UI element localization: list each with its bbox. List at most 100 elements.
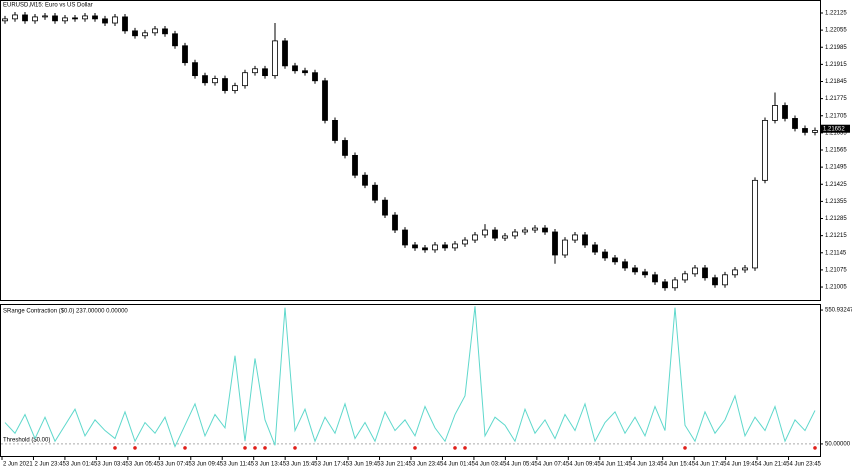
x-tick-label: 3 Jun 05:45 <box>129 462 161 468</box>
candle-body <box>812 130 818 133</box>
y-tick-label: 1.21915 <box>825 62 847 68</box>
x-tick-label: 3 Jun 03:45 <box>97 462 129 468</box>
candle-body <box>432 244 438 251</box>
candle-body <box>392 214 398 231</box>
candle-body <box>782 105 788 119</box>
x-tick-label: 3 Jun 13:45 <box>255 462 287 468</box>
x-tick-label: 4 Jun 15:45 <box>664 462 696 468</box>
candle-body <box>492 229 498 239</box>
candle-body <box>312 72 318 82</box>
signal-dot <box>463 446 467 450</box>
y-tick-label: 1.21145 <box>825 250 847 256</box>
indicator-line <box>4 306 816 448</box>
candle-body <box>182 45 188 64</box>
candle-body <box>232 85 238 91</box>
current-price-label: 1.21652 <box>823 126 845 132</box>
chart-title: EURUSD,M15: Euro vs US Dollar <box>3 3 93 9</box>
candle-body <box>172 33 178 47</box>
candle-body <box>512 231 518 237</box>
x-tick-label: 3 Jun 15:45 <box>286 462 318 468</box>
signal-dot <box>453 446 457 450</box>
candle-body <box>22 14 28 22</box>
candle-body <box>562 239 568 256</box>
candle-body <box>772 105 778 121</box>
signal-dot <box>683 446 687 450</box>
candle-body <box>332 120 338 141</box>
candle-body <box>52 15 58 22</box>
candle-body <box>462 239 468 245</box>
y-tick-label: 1.21425 <box>825 182 847 188</box>
candle-body <box>642 271 648 276</box>
candle-body <box>222 78 228 91</box>
signal-dot <box>243 446 247 450</box>
x-tick-label: 4 Jun 19:45 <box>727 462 759 468</box>
candle-body <box>242 72 248 87</box>
candle-body <box>32 16 38 22</box>
candle-body <box>152 28 158 34</box>
candle-body <box>722 274 728 286</box>
candle-body <box>522 229 528 233</box>
signal-dot <box>263 446 267 450</box>
candle-body <box>202 75 208 84</box>
candle-body <box>802 128 808 133</box>
candle-body <box>552 231 558 256</box>
candle-body <box>42 15 48 18</box>
y-tick-label: 1.21775 <box>825 96 847 102</box>
candle-body <box>112 16 118 24</box>
indicator-title: SRange Contraction ($0.0) 237.00000 0.00… <box>3 309 128 315</box>
candle-body <box>412 244 418 249</box>
y-tick-label: 1.21565 <box>825 148 847 154</box>
candle-body <box>682 273 688 281</box>
threshold-label: Threshold ($0.00) <box>3 437 50 443</box>
x-tick-label: 4 Jun 01:45 <box>443 462 475 468</box>
candle-body <box>662 281 668 289</box>
candle-body <box>762 120 768 181</box>
candle-body <box>142 32 148 37</box>
y-tick-label: 1.22125 <box>825 11 847 17</box>
x-tick-label: 4 Jun 03:45 <box>475 462 507 468</box>
x-tick-label: 4 Jun 23:45 <box>790 462 822 468</box>
candle-body <box>132 30 138 37</box>
x-tick-label: 4 Jun 09:45 <box>569 462 601 468</box>
x-tick-label: 3 Jun 01:45 <box>66 462 98 468</box>
x-tick-label: 3 Jun 07:45 <box>160 462 192 468</box>
y-tick-label: 1.21495 <box>825 165 847 171</box>
candle-body <box>162 28 168 35</box>
candle-body <box>72 17 78 20</box>
x-tick-label: 4 Jun 13:45 <box>632 462 664 468</box>
candle-body <box>582 234 588 246</box>
y-tick-label: 50.00000 <box>825 441 851 447</box>
candle-body <box>592 244 598 253</box>
candle-body <box>452 243 458 249</box>
candle-body <box>12 14 18 20</box>
candle-body <box>342 140 348 156</box>
candle-body <box>62 17 68 22</box>
candle-body <box>262 68 268 77</box>
candle-body <box>612 257 618 263</box>
candle-body <box>622 261 628 269</box>
x-tick-label: 4 Jun 17:45 <box>695 462 727 468</box>
candle-body <box>352 154 358 176</box>
candle-body <box>792 118 798 129</box>
candle-body <box>102 18 108 24</box>
signal-dot <box>813 446 817 450</box>
x-tick-label: 3 Jun 19:45 <box>349 462 381 468</box>
candle-body <box>732 269 738 276</box>
candle-body <box>502 235 508 239</box>
candle-body <box>122 16 128 32</box>
candle-body <box>192 62 198 77</box>
candle-body <box>602 251 608 259</box>
candle-body <box>472 234 478 241</box>
candle-body <box>382 199 388 216</box>
candle-body <box>712 277 718 286</box>
candle-body <box>82 15 88 20</box>
signal-dot <box>113 446 117 450</box>
candle-body <box>632 267 638 273</box>
signal-dot <box>183 446 187 450</box>
y-tick-label: 1.21005 <box>825 285 847 291</box>
signal-dot <box>293 446 297 450</box>
candle-body <box>292 65 298 72</box>
y-tick-label: 1.21985 <box>825 45 847 51</box>
